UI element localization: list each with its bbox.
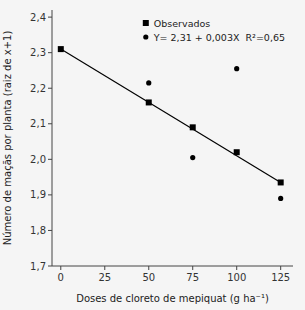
y-tick-label: 1,7 xyxy=(30,261,46,272)
y-tick-label: 2,4 xyxy=(30,12,46,23)
legend-swatch xyxy=(143,20,149,26)
x-axis-label: Doses de cloreto de mepiquat (g ha⁻¹) xyxy=(76,293,269,304)
regression-line xyxy=(61,49,281,182)
y-tick-label: 2,3 xyxy=(30,47,46,58)
circle-point xyxy=(146,80,151,85)
x-tick xyxy=(280,266,281,270)
legend-swatch xyxy=(143,34,148,39)
square-point xyxy=(234,149,240,155)
y-tick xyxy=(48,88,52,89)
legend-label: Y= 2,31 + 0,003X R²=0,65 xyxy=(153,32,285,43)
y-tick-label: 1,9 xyxy=(30,189,46,200)
square-point xyxy=(146,99,152,105)
background xyxy=(0,0,305,310)
y-tick xyxy=(48,159,52,160)
square-point xyxy=(190,124,196,130)
legend-label: Observados xyxy=(154,18,210,29)
x-axis-line xyxy=(52,266,293,267)
x-tick-label: 75 xyxy=(186,272,199,283)
plot-area xyxy=(58,46,284,201)
chart: 0 25 50 75 100 125 1,7 1,8 1,9 2,0 2,1 2,2 2,3 2,4 Dos… xyxy=(0,0,305,310)
circle-point xyxy=(190,155,195,160)
y-tick xyxy=(48,230,52,231)
y-axis-line xyxy=(52,10,53,266)
y-tick xyxy=(48,123,52,124)
y-tick-label: 1,8 xyxy=(30,225,46,236)
y-tick xyxy=(48,52,52,53)
y-tick xyxy=(48,17,52,18)
y-tick-label: 2,2 xyxy=(30,83,46,94)
x-tick-label: 100 xyxy=(227,272,246,283)
x-tick xyxy=(148,266,149,270)
x-tick-label: 25 xyxy=(98,272,111,283)
x-tick xyxy=(104,266,105,270)
y-tick xyxy=(48,266,52,267)
x-tick xyxy=(60,266,61,270)
y-tick-label: 2,1 xyxy=(30,118,46,129)
legend: Observados Y= 2,31 + 0,003X R²=0,65 xyxy=(143,18,285,43)
y-tick xyxy=(48,194,52,195)
x-tick-label: 125 xyxy=(271,272,290,283)
y-tick-label: 2,0 xyxy=(30,154,46,165)
x-tick xyxy=(192,266,193,270)
x-tick-label: 0 xyxy=(58,272,64,283)
x-tick xyxy=(236,266,237,270)
circle-point xyxy=(278,196,283,201)
x-tick-label: 50 xyxy=(142,272,155,283)
square-point xyxy=(58,46,64,52)
y-axis-label: Número de maçãs por planta (raiz de x+1) xyxy=(2,31,13,246)
circle-point xyxy=(234,66,239,71)
square-point xyxy=(278,179,284,185)
